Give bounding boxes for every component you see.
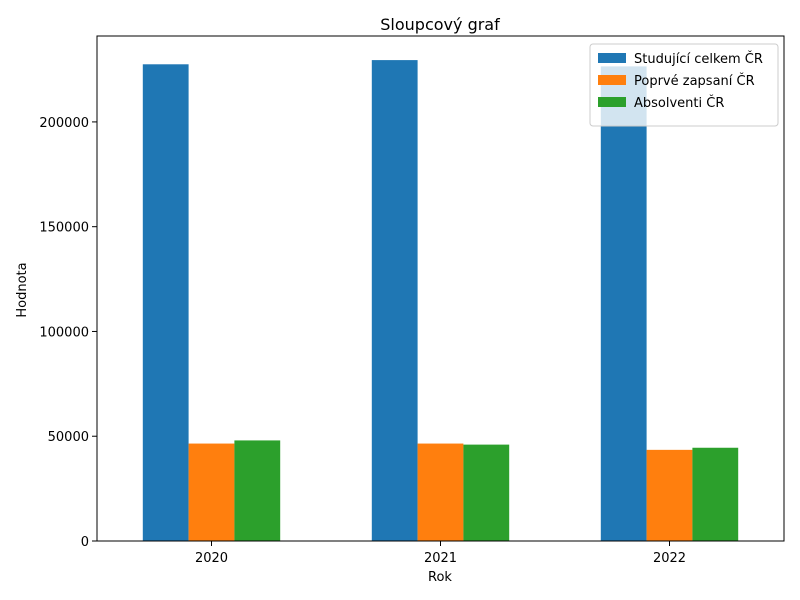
y-axis-label: Hodnota <box>15 262 30 317</box>
bar-absolventi-čr-2021 <box>463 444 510 541</box>
bar-poprvé-zapsaní-čr-2020 <box>188 443 235 541</box>
x-tick-label: 2022 <box>653 551 686 566</box>
x-tick-label: 2020 <box>195 551 228 566</box>
legend-box <box>589 43 779 127</box>
x-tick-label: 2021 <box>424 551 457 566</box>
bar-studující-celkem-čr-2021 <box>371 60 418 541</box>
y-tick-label: 0 <box>81 535 89 550</box>
x-axis-label: Rok <box>428 570 452 585</box>
bars-group <box>142 60 739 541</box>
bar-poprvé-zapsaní-čr-2022 <box>646 449 693 541</box>
legend-swatch <box>598 75 626 85</box>
bar-studující-celkem-čr-2020 <box>142 64 189 541</box>
axes-group: 2020 2021 2022 0 50000 100000 150000 200000 <box>39 35 785 566</box>
y-tick-label: 150000 <box>39 221 89 236</box>
y-tick-label: 200000 <box>39 116 89 131</box>
bar-absolventi-čr-2020 <box>234 440 281 541</box>
bar-poprvé-zapsaní-čr-2021 <box>417 443 464 541</box>
legend-swatch <box>598 97 626 107</box>
legend-label: Studující celkem ČR <box>634 51 763 67</box>
bar-absolventi-čr-2022 <box>692 447 739 541</box>
chart-title: Sloupcový graf <box>380 15 500 34</box>
legend-swatch <box>598 53 626 63</box>
legend: Studující celkem ČR Poprvé zapsaní ČR Abso… <box>589 43 779 127</box>
legend-label: Absolventi ČR <box>634 95 724 111</box>
y-tick-label: 100000 <box>39 325 89 340</box>
bar-studující-celkem-čr-2022 <box>600 66 647 541</box>
legend-label: Poprvé zapsaní ČR <box>634 73 755 89</box>
y-tick-label: 50000 <box>48 430 89 445</box>
